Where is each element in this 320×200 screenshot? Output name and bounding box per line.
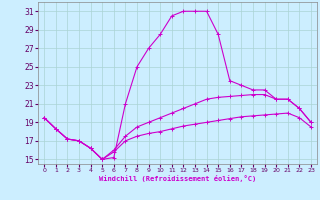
X-axis label: Windchill (Refroidissement éolien,°C): Windchill (Refroidissement éolien,°C) (99, 175, 256, 182)
